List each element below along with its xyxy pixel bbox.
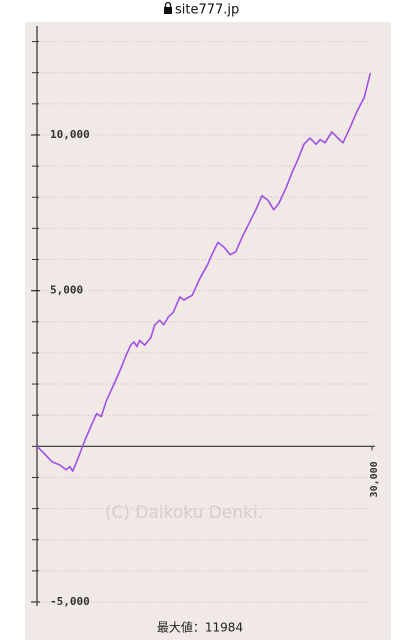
chart-background — [25, 22, 391, 640]
lock-icon — [164, 1, 172, 14]
footer: 最大値：11984 — [157, 620, 243, 635]
x-tick-label: 30,000 — [369, 461, 380, 497]
url: site777.jp — [175, 3, 239, 18]
data-line — [36, 73, 372, 472]
y-tick-label: 5,000 — [50, 284, 83, 297]
y-tick-label: -5,000 — [50, 595, 90, 608]
y-tick-label: 10,000 — [50, 128, 90, 141]
watermark: (C) Daikoku Denki. — [105, 503, 263, 523]
browser-bar — [0, 0, 413, 22]
plot: -5,000 5,000 10,000 30,000 — [31, 26, 380, 608]
